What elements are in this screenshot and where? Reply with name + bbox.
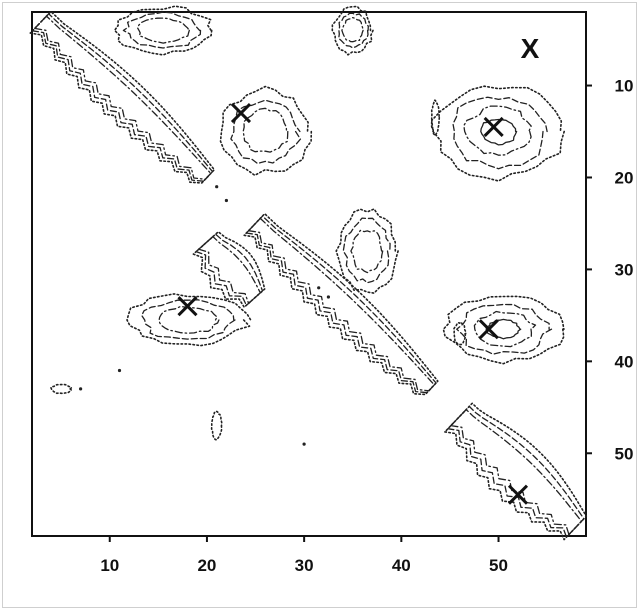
x-marker-3	[478, 319, 499, 340]
contour-line-blob-2-level-1	[230, 99, 302, 165]
contour-line-band-13-level-1	[447, 405, 585, 538]
contour-line-band-14-level-2	[198, 235, 261, 305]
contour-line-band-12-level-0	[243, 212, 439, 396]
contour-line-blob-3-level-1	[452, 96, 548, 170]
contour-line-blob-1-level-0	[331, 5, 374, 56]
x-tick-label-10: 10	[100, 556, 119, 575]
y-axis: 10 20 30 40 50	[586, 77, 634, 463]
contour-line-blob-3-level-0	[431, 85, 565, 182]
contour-line-blob-9-level-0	[453, 321, 467, 346]
x-marker-1	[483, 116, 504, 137]
contour-dot-6	[302, 442, 306, 446]
diagonal-dots-layer	[79, 185, 330, 446]
contour-line-band-13-level-0	[444, 402, 588, 541]
contour-line-band-11-level-2	[34, 15, 212, 180]
contour-line-blob-4-level-0	[335, 208, 399, 294]
contour-dot-4	[117, 368, 122, 373]
x-marker-2	[177, 296, 198, 317]
plot-area-border	[31, 11, 587, 537]
contour-line-blob-10-level-0	[50, 383, 73, 395]
corner-label: X	[521, 33, 540, 64]
contour-line-blob-0-level-0	[113, 5, 213, 56]
contour-line-blob-2-level-2	[242, 107, 289, 153]
contour-line-blob-7-level-0	[210, 410, 223, 441]
contour-line-blob-1-level-2	[341, 16, 364, 43]
contour-dot-2	[317, 286, 321, 290]
y-tick-label-30: 30	[615, 260, 634, 279]
contour-dot-0	[215, 185, 219, 189]
contour-line-blob-3-level-2	[463, 105, 532, 156]
contour-line-blob-0-level-1	[122, 11, 202, 49]
contour-line-blob-0-level-2	[136, 17, 190, 44]
contour-line-blob-2-level-0	[219, 85, 313, 177]
y-tick-label-10: 10	[615, 77, 634, 96]
x-tick-label-40: 40	[392, 556, 411, 575]
x-tick-label-20: 20	[197, 556, 216, 575]
contour-line-band-14-level-1	[195, 233, 264, 306]
contour-line-blob-5-level-0	[126, 293, 252, 347]
contour-line-band-13-level-2	[450, 408, 583, 536]
contour-line-blob-6-level-3	[485, 318, 522, 340]
contour-line-blob-3-level-3	[480, 118, 518, 146]
contour-line-band-14-level-0	[192, 231, 266, 308]
y-tick-label-20: 20	[615, 169, 634, 188]
contour-line-band-12-level-1	[245, 215, 437, 394]
contour-line-blob-6-level-2	[473, 310, 537, 348]
contour-line-blob-4-level-1	[342, 217, 391, 284]
contour-line-blob-1-level-1	[338, 12, 369, 49]
contour-line-blob-8-level-0	[430, 99, 441, 137]
y-tick-label-40: 40	[615, 352, 634, 371]
contour-line-band-12-level-2	[247, 217, 435, 392]
x-axis: 10 20 30 40 50	[100, 536, 508, 575]
contour-line-band-11-level-0	[29, 10, 216, 184]
contour-line-blob-6-level-1	[456, 303, 553, 355]
marker-layer	[177, 103, 529, 505]
contour-layer	[29, 5, 588, 541]
contour-line-blob-4-level-2	[350, 229, 384, 274]
y-tick-label-50: 50	[615, 444, 634, 463]
x-marker-0	[230, 103, 252, 124]
contour-line-blob-5-level-1	[141, 299, 236, 340]
contour-dot-1	[224, 198, 228, 203]
contour-dot-5	[79, 387, 83, 391]
x-marker-4	[507, 484, 529, 505]
contour-line-blob-6-level-0	[442, 295, 565, 365]
x-tick-label-30: 30	[295, 556, 314, 575]
contour-line-blob-5-level-2	[158, 305, 220, 334]
contour-line-band-11-level-1	[31, 13, 214, 182]
x-tick-label-50: 50	[489, 556, 508, 575]
contour-dot-3	[326, 295, 330, 299]
